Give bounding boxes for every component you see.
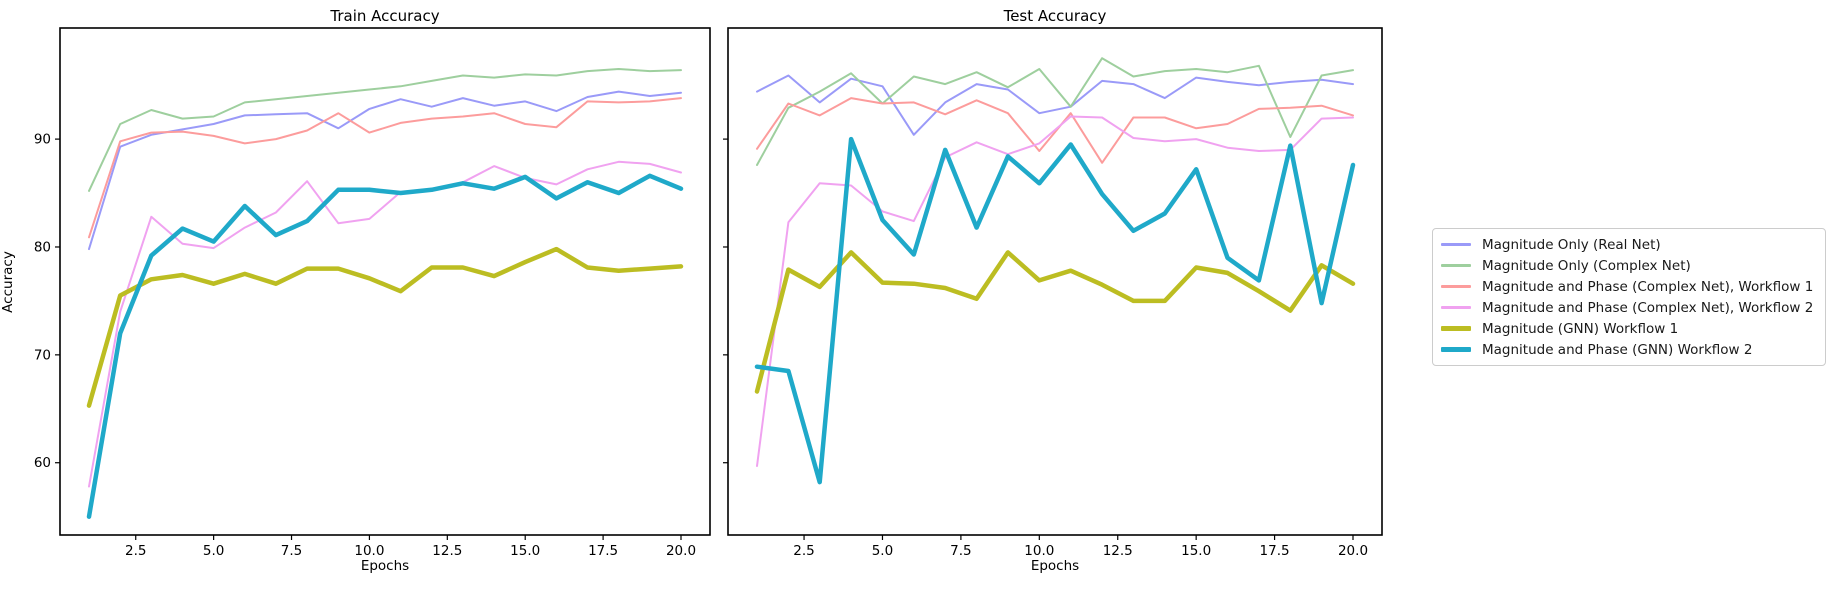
x-tick-label: 5.0 xyxy=(872,543,893,559)
x-tick-label: 10.0 xyxy=(1024,543,1054,559)
x-tick-label: 15.0 xyxy=(510,543,540,559)
series-line-magnitude-gnn-workflow-1 xyxy=(754,250,1356,394)
x-tick-label: 12.5 xyxy=(1103,543,1133,559)
legend-item-magnitude-only-complex-net: Magnitude Only (Complex Net) xyxy=(1441,255,1817,276)
legend-swatch-icon xyxy=(1441,347,1471,352)
legend-swatch-icon xyxy=(1441,326,1471,331)
x-tick-label: 15.0 xyxy=(1181,543,1211,559)
series-line-magnitude-and-phase-gnn-workflow-2 xyxy=(754,136,1356,485)
legend: Magnitude Only (Real Net) Magnitude Only … xyxy=(1432,228,1826,366)
legend-item-magnitude-and-phase-complex-net-workflow-1: Magnitude and Phase (Complex Net), Workf… xyxy=(1441,276,1817,297)
series-line-magnitude-only-real-net xyxy=(756,74,1354,136)
legend-swatch-icon xyxy=(1441,243,1471,246)
legend-item-label: Magnitude Only (Complex Net) xyxy=(1482,257,1691,274)
legend-swatch-icon xyxy=(1441,285,1471,288)
legend-swatch-icon xyxy=(1441,306,1471,309)
series-line-magnitude-and-phase-gnn-workflow-2 xyxy=(86,173,684,519)
legend-item-magnitude-and-phase-gnn-workflow-2: Magnitude and Phase (GNN) Workflow 2 xyxy=(1441,339,1817,360)
x-tick-label: 20.0 xyxy=(1338,543,1368,559)
legend-item-label: Magnitude (GNN) Workflow 1 xyxy=(1482,320,1679,337)
legend-item-magnitude-and-phase-complex-net-workflow-2: Magnitude and Phase (Complex Net), Workf… xyxy=(1441,297,1817,318)
x-tick-label: 17.5 xyxy=(588,543,618,559)
x-tick-label: 2.5 xyxy=(793,543,814,559)
legend-swatch-icon xyxy=(1441,264,1471,267)
series-line-magnitude-only-complex-net xyxy=(88,68,682,192)
y-tick-label: 60 xyxy=(34,455,51,471)
series-line-magnitude-and-phase-complex-net-workflow-2 xyxy=(756,115,1354,467)
train-chart-title: Train Accuracy xyxy=(330,7,440,25)
series-line-magnitude-and-phase-complex-net-workflow-1 xyxy=(756,97,1354,164)
series-line-magnitude-and-phase-complex-net-workflow-2 xyxy=(88,160,682,488)
x-tick-label: 17.5 xyxy=(1260,543,1290,559)
y-tick-label: 90 xyxy=(34,132,51,148)
x-tick-label: 7.5 xyxy=(950,543,971,559)
y-tick-label: 70 xyxy=(34,347,51,363)
series-line-magnitude-only-complex-net xyxy=(756,57,1354,166)
series-line-magnitude-gnn-workflow-1 xyxy=(86,246,684,408)
test-chart-title: Test Accuracy xyxy=(1003,7,1107,25)
legend-item-label: Magnitude Only (Real Net) xyxy=(1482,236,1661,253)
x-tick-label: 7.5 xyxy=(281,543,302,559)
test-x-axis-label: Epochs xyxy=(1030,558,1080,574)
legend-item-label: Magnitude and Phase (Complex Net), Workf… xyxy=(1482,299,1814,316)
y-tick-label: 80 xyxy=(34,239,51,255)
legend-item-label: Magnitude and Phase (GNN) Workflow 2 xyxy=(1482,341,1753,358)
train-x-axis-label: Epochs xyxy=(360,558,410,574)
legend-item-magnitude-only-real-net: Magnitude Only (Real Net) xyxy=(1441,234,1817,255)
legend-item-label: Magnitude and Phase (Complex Net), Workf… xyxy=(1482,278,1814,295)
legend-item-magnitude-gnn-workflow-1: Magnitude (GNN) Workflow 1 xyxy=(1441,318,1817,339)
x-tick-label: 12.5 xyxy=(432,543,462,559)
plot-border xyxy=(59,27,711,536)
x-tick-label: 10.0 xyxy=(354,543,384,559)
x-tick-label: 2.5 xyxy=(125,543,146,559)
series-line-magnitude-only-real-net xyxy=(88,90,682,251)
series-line-magnitude-and-phase-complex-net-workflow-1 xyxy=(88,97,682,239)
plot-border xyxy=(727,27,1383,536)
x-tick-label: 20.0 xyxy=(666,543,696,559)
x-tick-label: 5.0 xyxy=(203,543,224,559)
